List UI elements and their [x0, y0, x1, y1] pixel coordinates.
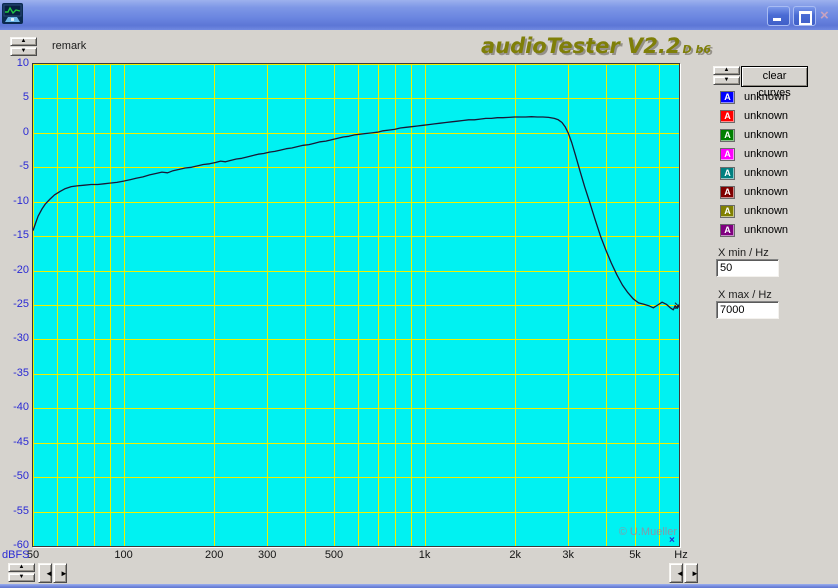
x-tick-label: 300 [258, 549, 277, 561]
y-tick-label: -25 [13, 298, 29, 310]
titlebar[interactable]: × [0, 0, 838, 30]
y-tick-label: -45 [13, 435, 29, 448]
spin-up-button[interactable]: ▲ [8, 563, 35, 572]
x-tick-label: 200 [205, 549, 224, 561]
x-tick-label: 1k [418, 549, 431, 561]
spin-up-button[interactable]: ▲ [713, 66, 740, 75]
y-tick-label: -5 [19, 160, 29, 173]
legend-item-label: unknown [744, 129, 789, 141]
frequency-response-chart [33, 64, 679, 546]
scroll-left-button[interactable]: ◄ [669, 563, 684, 583]
maximize-button[interactable] [793, 6, 816, 26]
scroll-right-button[interactable]: ► [53, 563, 68, 583]
logo-text: audioTester V2.2 [480, 34, 681, 58]
remark-label: remark [52, 40, 87, 52]
x-tick-label: 3k [562, 549, 575, 561]
app-logo: audioTester V2.2 D b6 [481, 34, 711, 58]
scroll-left-button[interactable]: ◄ [38, 563, 53, 583]
curves-spinner: ▲ ▼ [713, 66, 740, 86]
y-tick-label: -50 [13, 470, 29, 483]
x-tick-label: 100 [114, 549, 133, 561]
oscilloscope-icon[interactable] [2, 3, 23, 24]
y-tick-label: 5 [22, 91, 29, 104]
curve-unknown [33, 116, 679, 311]
y-tick-label: -20 [13, 263, 29, 276]
y-tick-label: -55 [13, 504, 29, 517]
curve-color-button[interactable]: A [720, 186, 735, 199]
spin-down-button[interactable]: ▼ [713, 76, 740, 85]
y-tick-label: 0 [22, 125, 29, 138]
curve-color-button[interactable]: A [720, 148, 735, 161]
y-tick-label: -35 [13, 366, 29, 379]
plot-area[interactable]: © U.Mueller × [32, 63, 680, 547]
y-tick-label: 10 [16, 57, 29, 69]
x-tick-label: 50 [26, 549, 40, 561]
scroll-spinner: ▲ ▼ [8, 563, 35, 583]
legend-item-label: unknown [744, 224, 789, 236]
close-icon: × [820, 7, 829, 24]
spin-down-button[interactable]: ▼ [8, 573, 35, 582]
curve-color-button[interactable]: A [720, 224, 735, 237]
maximize-icon [799, 11, 812, 25]
y-tick-label: -40 [13, 401, 29, 414]
remark-spinner: ▲ ▼ [10, 37, 37, 57]
minimize-button[interactable] [767, 6, 790, 26]
legend-item-label: unknown [744, 205, 789, 217]
x-max-input[interactable] [716, 301, 779, 319]
x-tick-label: 5k [629, 549, 641, 561]
y-tick-label: -30 [13, 332, 29, 345]
scroll-right-button[interactable]: ► [684, 563, 699, 583]
close-button[interactable]: × [817, 6, 838, 26]
curve-color-button[interactable]: A [720, 110, 735, 123]
curve-color-button[interactable]: A [720, 205, 735, 218]
y-axis-unit-label: dBFS [2, 549, 30, 561]
clear-curves-button[interactable]: clear curves [741, 66, 808, 99]
legend-item-label: unknown [744, 91, 789, 103]
y-tick-label: -60 [13, 539, 29, 551]
x-min-input[interactable] [716, 259, 779, 277]
minimize-icon [773, 18, 781, 21]
legend-item-label: unknown [744, 167, 789, 179]
curve-color-button[interactable]: A [720, 91, 735, 104]
watermark: © U.Mueller [618, 526, 677, 538]
legend-item-label: unknown [744, 110, 789, 122]
y-tick-label: -15 [13, 229, 29, 242]
client-area: ▲ ▼ remark audioTester V2.2 D b6 © U.Muel… [0, 30, 838, 584]
spin-down-button[interactable]: ▼ [10, 47, 37, 56]
x-tick-label: 2k [509, 549, 522, 561]
curve-end-marker [674, 302, 679, 310]
spin-up-button[interactable]: ▲ [10, 37, 37, 46]
x-min-label: X min / Hz [718, 247, 769, 259]
curve-color-button[interactable]: A [720, 167, 735, 180]
legend-item-label: unknown [744, 148, 789, 160]
y-tick-label: -10 [13, 194, 29, 207]
curve-color-button[interactable]: A [720, 129, 735, 142]
legend-item-label: unknown [744, 186, 789, 198]
x-cursor-marker: × [669, 535, 675, 546]
x-max-label: X max / Hz [718, 289, 772, 301]
x-tick-label: 500 [324, 549, 344, 561]
window-bottom-border [0, 584, 838, 588]
logo-version-suffix: D b6 [682, 43, 712, 56]
x-axis-unit-label: Hz [674, 549, 688, 561]
